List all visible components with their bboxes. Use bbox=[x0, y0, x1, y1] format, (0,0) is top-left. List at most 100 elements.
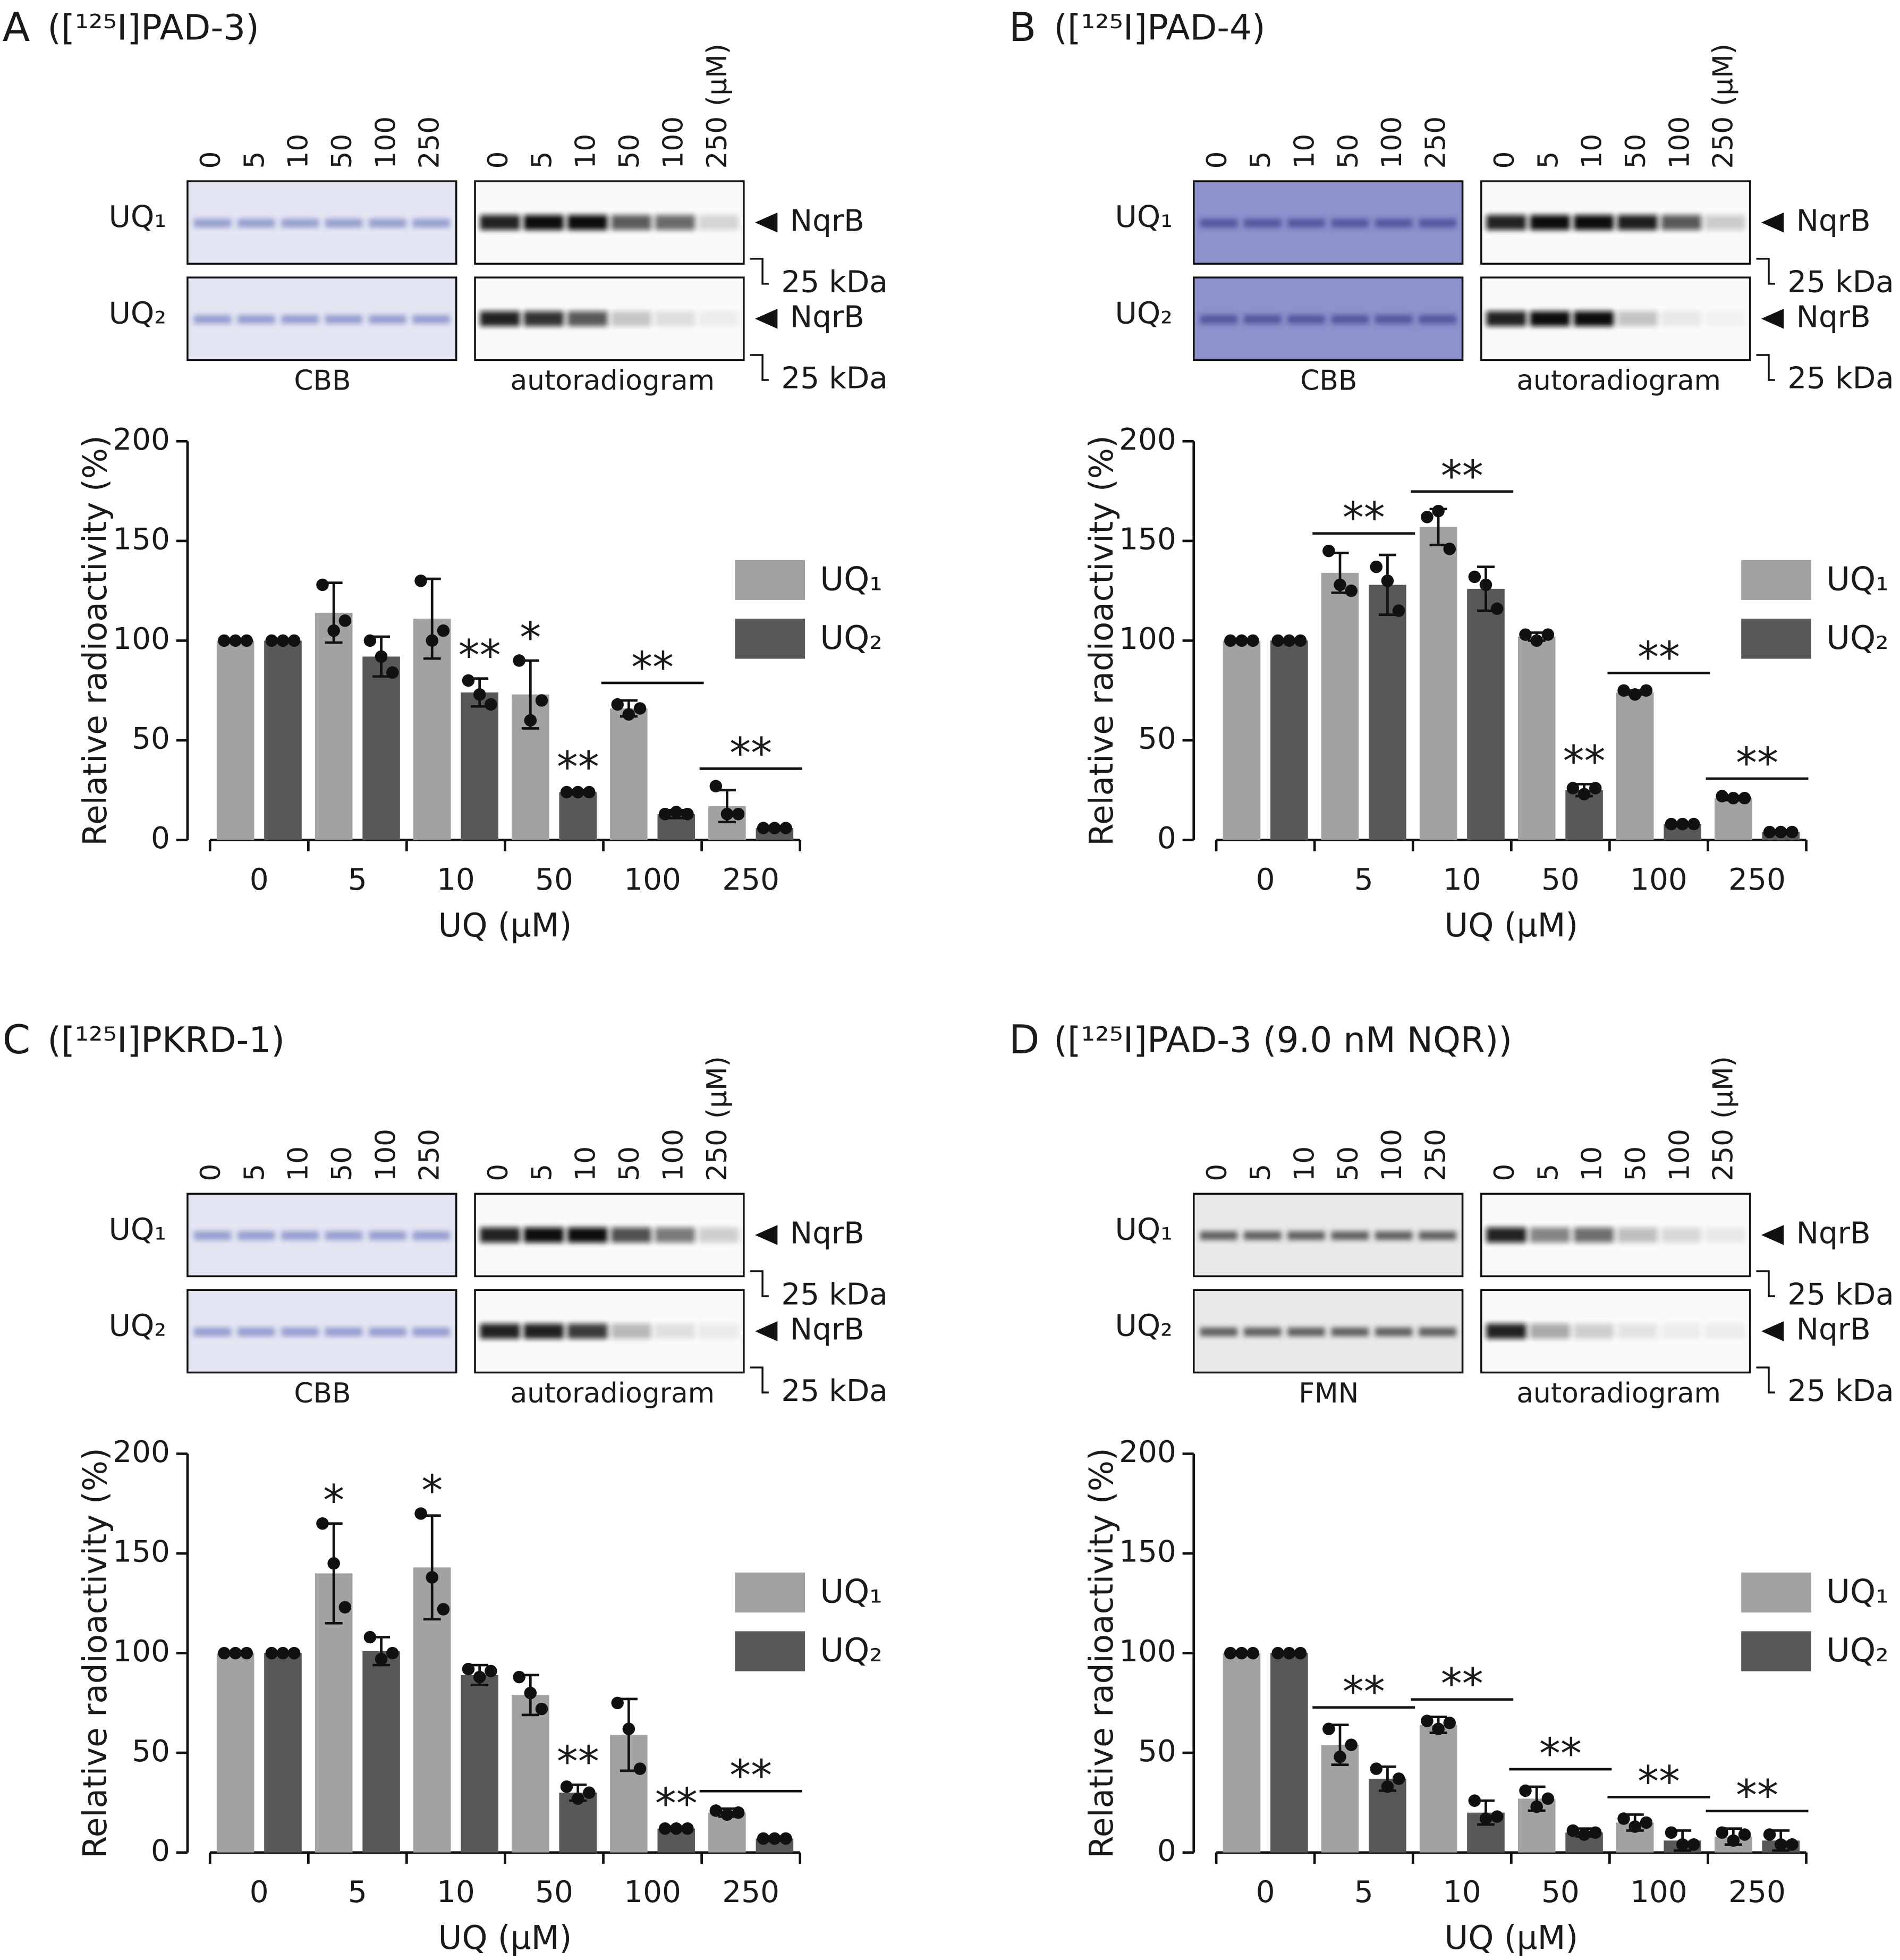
significance-label: ** bbox=[1638, 633, 1680, 682]
lane-label: 0 bbox=[1489, 1164, 1521, 1181]
replicate-dot bbox=[375, 1653, 388, 1666]
x-tick-label: 100 bbox=[1630, 863, 1687, 897]
replicate-dot bbox=[658, 808, 672, 821]
lane-label: 250 bbox=[1420, 116, 1452, 169]
replicate-dot bbox=[1271, 1646, 1284, 1660]
bar bbox=[1223, 640, 1261, 840]
replicate-dot bbox=[1381, 1780, 1394, 1793]
x-tick-label: 10 bbox=[1443, 1875, 1481, 1910]
marker-label: 25 kDa bbox=[1787, 1278, 1894, 1312]
replicate-dot bbox=[1566, 782, 1580, 795]
replicate-dot bbox=[670, 1822, 683, 1835]
x-axis-title: UQ (μM) bbox=[1444, 907, 1578, 944]
replicate-dot bbox=[622, 1722, 635, 1735]
replicate-dot bbox=[1665, 1826, 1678, 1839]
replicate-dot bbox=[437, 1603, 450, 1616]
stain-band bbox=[1419, 218, 1456, 228]
marker-label: 25 kDa bbox=[781, 265, 888, 300]
replicate-dot bbox=[1322, 544, 1335, 557]
y-tick-label: 50 bbox=[1138, 1734, 1176, 1769]
x-tick-label: 250 bbox=[1728, 863, 1786, 897]
replicate-dot bbox=[1786, 825, 1799, 839]
replicate-dot bbox=[1640, 1816, 1653, 1829]
band-arrow bbox=[1761, 308, 1784, 329]
radio-band bbox=[655, 215, 695, 230]
replicate-dot bbox=[414, 575, 427, 587]
y-tick-label: 100 bbox=[1119, 1634, 1176, 1669]
lane-label: 100 bbox=[657, 116, 689, 169]
y-axis-title: Relative radioactivity (%) bbox=[1083, 1448, 1121, 1858]
radio-band bbox=[1704, 1323, 1745, 1339]
replicate-dot bbox=[426, 634, 438, 647]
radio-band bbox=[1705, 311, 1745, 326]
stain-band bbox=[1331, 218, 1369, 228]
stain-band bbox=[193, 1327, 232, 1337]
radio-band bbox=[1486, 1323, 1526, 1339]
lane-unit: (μM) bbox=[1708, 1056, 1740, 1119]
replicate-dot bbox=[1345, 1738, 1358, 1751]
replicate-dot bbox=[1774, 825, 1787, 839]
replicate-dot bbox=[240, 1646, 253, 1660]
y-tick-label: 100 bbox=[113, 622, 170, 656]
marker-bracket bbox=[1756, 1270, 1775, 1297]
stain-label: CBB bbox=[1300, 365, 1357, 397]
lane-label: 5 bbox=[526, 151, 558, 169]
lane-label: 50 bbox=[326, 1146, 358, 1181]
radio-band bbox=[1661, 311, 1701, 326]
bar bbox=[512, 1695, 549, 1853]
lane-label: 250 bbox=[414, 1129, 446, 1181]
row-label: UQ₁ bbox=[109, 200, 166, 234]
radio-band bbox=[1573, 1227, 1614, 1243]
stain-band bbox=[1331, 1231, 1369, 1240]
x-tick-label: 50 bbox=[1541, 1875, 1580, 1910]
replicate-dot bbox=[1577, 1828, 1591, 1841]
radio-band bbox=[523, 215, 564, 230]
lane-label: 250 bbox=[1708, 116, 1740, 169]
replicate-dot bbox=[462, 674, 475, 687]
radio-band bbox=[1573, 1323, 1614, 1339]
stain-band bbox=[193, 1231, 232, 1240]
radio-band bbox=[480, 1323, 520, 1339]
stain-label: CBB bbox=[294, 365, 351, 397]
replicate-dot bbox=[513, 1670, 525, 1684]
replicate-dot bbox=[1640, 684, 1653, 697]
radio-band bbox=[699, 1323, 739, 1339]
bar bbox=[315, 612, 353, 840]
replicate-dot bbox=[1530, 1800, 1543, 1813]
legend-label: UQ₁ bbox=[1826, 560, 1888, 598]
stain-band bbox=[238, 218, 275, 228]
replicate-dot bbox=[732, 808, 745, 821]
right-gel-label: autoradiogram bbox=[1516, 365, 1721, 397]
stain-band bbox=[1331, 1327, 1369, 1337]
replicate-dot bbox=[386, 1646, 399, 1660]
radio-band bbox=[523, 1323, 564, 1339]
replicate-dot bbox=[1727, 792, 1740, 805]
panel-label: C bbox=[3, 1016, 31, 1063]
replicate-dot bbox=[265, 1646, 278, 1660]
significance-label: ** bbox=[1343, 493, 1385, 543]
replicate-dot bbox=[1443, 543, 1456, 555]
x-tick-label: 5 bbox=[1354, 1875, 1373, 1910]
replicate-dot bbox=[1774, 1838, 1787, 1851]
significance-label: ** bbox=[1343, 1667, 1385, 1717]
significance-label: ** bbox=[1563, 737, 1606, 786]
replicate-dot bbox=[1589, 1826, 1602, 1839]
replicate-dot bbox=[485, 1665, 497, 1678]
stain-gel bbox=[186, 1289, 457, 1374]
replicate-dot bbox=[229, 634, 242, 647]
y-tick-label: 0 bbox=[151, 821, 170, 856]
replicate-dot bbox=[571, 785, 584, 799]
replicate-dot bbox=[633, 1762, 647, 1775]
y-tick-label: 150 bbox=[1119, 1535, 1176, 1569]
stain-band bbox=[238, 315, 275, 324]
replicate-dot bbox=[1334, 578, 1346, 592]
radio-band bbox=[1486, 1227, 1526, 1243]
lane-label: 10 bbox=[283, 134, 315, 169]
lane-label: 10 bbox=[1576, 134, 1608, 169]
significance-label: ** bbox=[730, 1751, 772, 1801]
stain-band bbox=[1243, 218, 1282, 228]
y-tick-label: 0 bbox=[1157, 1834, 1176, 1868]
bar bbox=[1517, 636, 1556, 840]
legend-label: UQ₁ bbox=[820, 560, 882, 598]
stain-band bbox=[1287, 1327, 1325, 1337]
